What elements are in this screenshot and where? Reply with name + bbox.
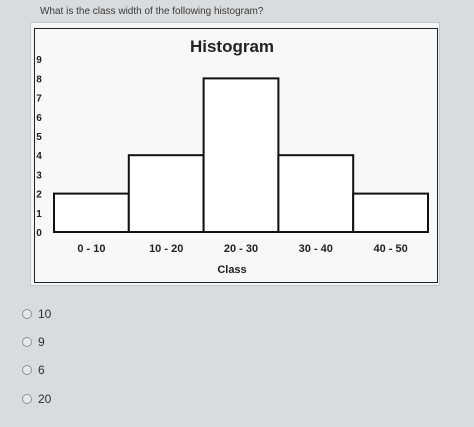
option-label: 20 — [38, 392, 52, 406]
radio-button[interactable] — [22, 337, 32, 347]
answer-option[interactable]: 9 — [22, 334, 45, 350]
answer-option[interactable]: 20 — [22, 391, 51, 407]
radio-button[interactable] — [22, 309, 32, 319]
histogram-bar — [202, 77, 280, 234]
x-axis-label: Class — [217, 264, 246, 276]
y-tick-label: 3 — [36, 170, 42, 181]
histogram-bar — [352, 192, 430, 234]
y-tick-label: 6 — [36, 113, 42, 124]
y-tick-label: 7 — [36, 94, 42, 105]
answer-option[interactable]: 10 — [22, 306, 51, 322]
chart-title: Histogram — [190, 37, 274, 56]
x-tick-label: 0 - 10 — [77, 243, 105, 255]
y-tick-label: 9 — [36, 55, 42, 66]
radio-button[interactable] — [22, 365, 32, 375]
radio-button[interactable] — [22, 394, 32, 404]
x-tick-label: 20 - 30 — [224, 243, 258, 255]
x-tick-label: 30 - 40 — [299, 243, 333, 255]
histogram-bar — [53, 192, 130, 234]
option-label: 9 — [38, 335, 45, 349]
histogram-bar — [277, 154, 355, 233]
x-tick-label: 10 - 20 — [149, 243, 183, 255]
option-label: 6 — [38, 363, 45, 377]
question-text: What is the class width of the following… — [40, 6, 264, 17]
y-tick-label: 8 — [36, 74, 42, 85]
y-tick-label: 5 — [36, 132, 42, 143]
y-tick-label: 4 — [36, 151, 42, 162]
y-tick-label: 0 — [36, 228, 42, 239]
option-label: 10 — [38, 307, 52, 321]
histogram-bar — [127, 154, 205, 233]
answer-option[interactable]: 6 — [22, 362, 45, 378]
y-tick-label: 1 — [36, 209, 42, 220]
y-tick-label: 2 — [36, 190, 42, 201]
x-tick-label: 40 - 50 — [373, 243, 407, 255]
